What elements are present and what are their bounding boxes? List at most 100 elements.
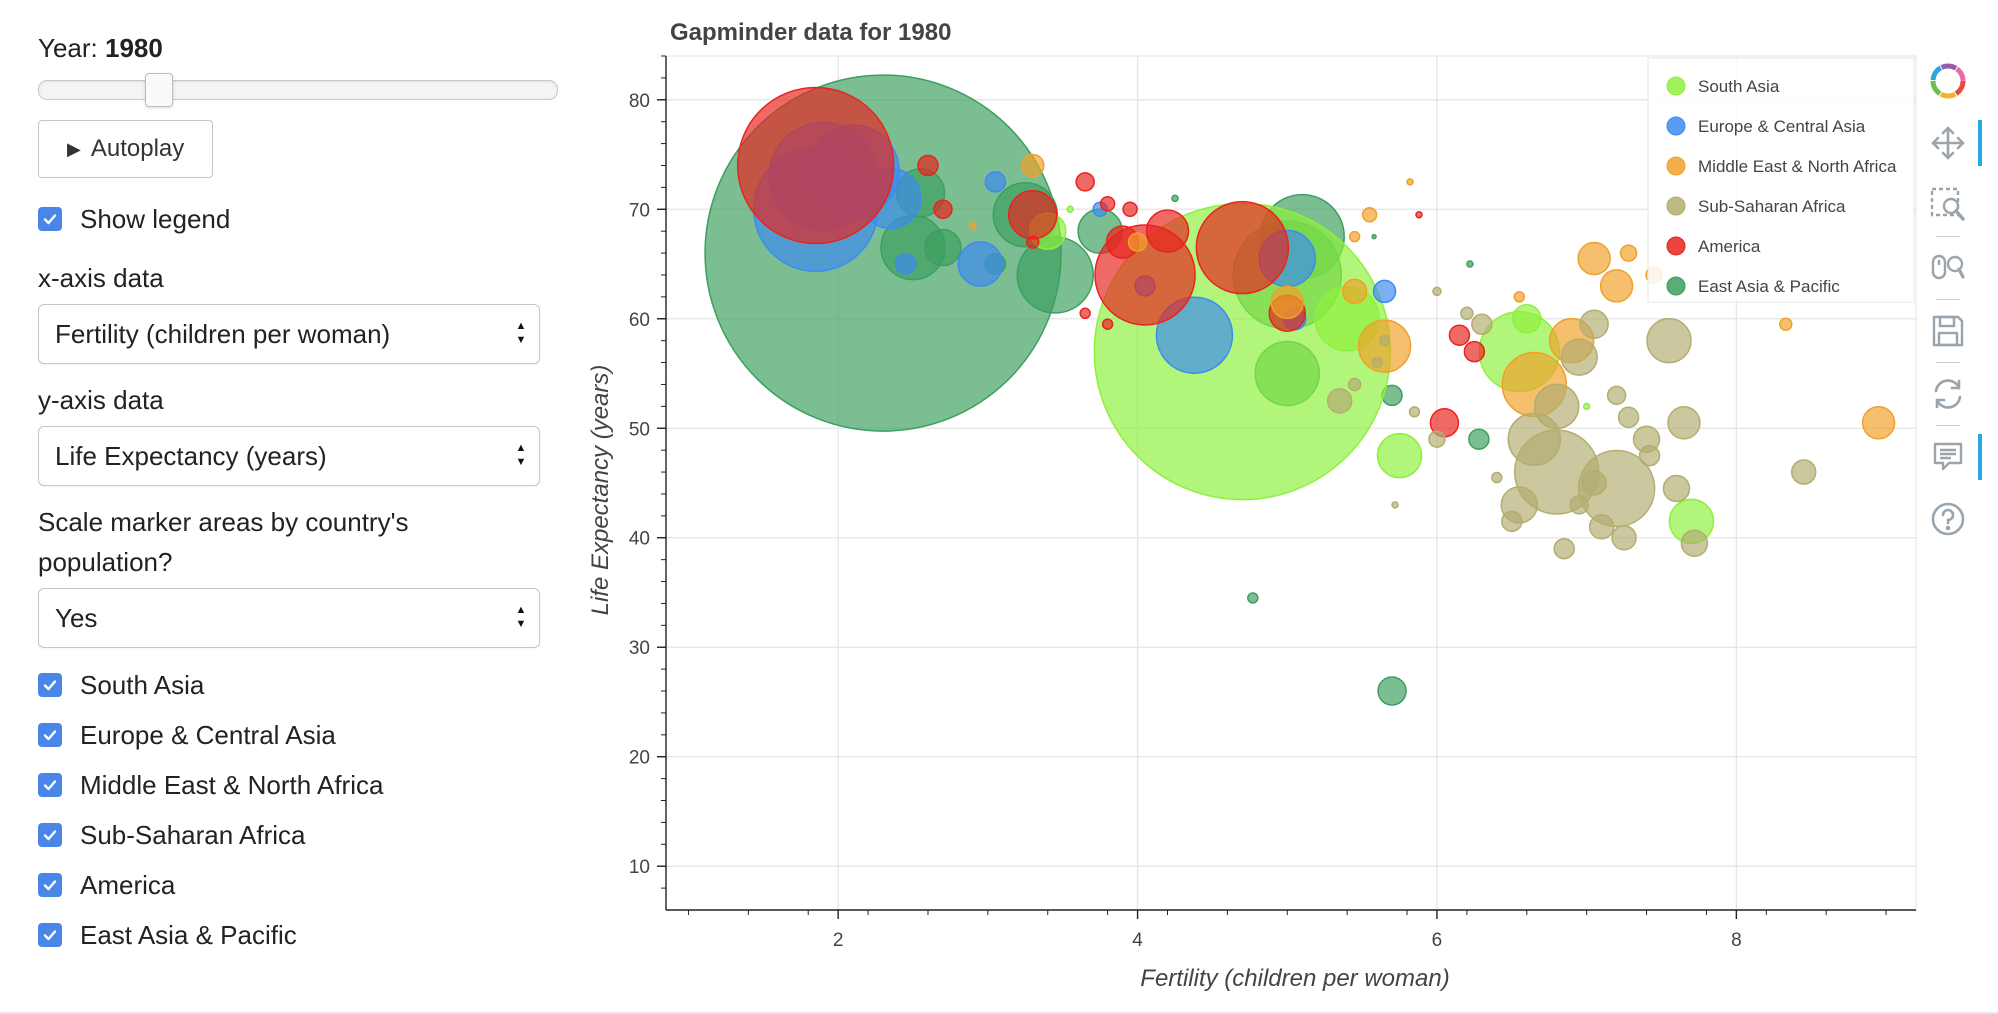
save-icon[interactable]: [1918, 300, 1978, 362]
checkbox-checked-icon[interactable]: [38, 923, 62, 947]
bokeh-logo-icon[interactable]: [1918, 50, 1978, 112]
data-point: [1599, 269, 1634, 303]
year-label: Year:: [38, 33, 98, 63]
year-slider[interactable]: [38, 73, 558, 107]
data-point: [924, 228, 962, 267]
y-tick-label: 70: [629, 200, 650, 221]
gapminder-chart[interactable]: Gapminder data for 1980 2 4 6 8 10 20 30 40 50 60…: [580, 0, 1920, 1000]
checkbox-checked-icon[interactable]: [38, 823, 62, 847]
show-legend-checkbox[interactable]: Show legend: [38, 202, 558, 236]
data-point: [1408, 406, 1421, 418]
data-point: [1391, 501, 1399, 509]
select-arrows-icon: ▲ ▼: [515, 320, 527, 346]
bottom-divider: [0, 1012, 1998, 1014]
data-point: [957, 241, 1004, 287]
data-point: [1347, 377, 1362, 392]
x-axis-select[interactable]: Fertility (children per woman) ▲ ▼: [38, 304, 540, 364]
region-checkbox[interactable]: Europe & Central Asia: [38, 718, 558, 752]
y-axis-title: Life Expectancy (years): [587, 365, 614, 616]
x-tick-label: 2: [833, 930, 844, 951]
data-point: [1448, 324, 1471, 346]
data-point: [1512, 304, 1542, 334]
autoplay-button[interactable]: ▶ Autoplay: [38, 120, 214, 178]
data-point: [1468, 428, 1490, 450]
data-point: [1617, 406, 1640, 429]
legend-label: East Asia & Pacific: [1698, 277, 1840, 296]
select-arrows-icon: ▲ ▼: [515, 442, 527, 468]
region-checkbox[interactable]: America: [38, 868, 558, 902]
region-checkbox[interactable]: East Asia & Pacific: [38, 918, 558, 952]
scale-select-value: Yes: [55, 603, 98, 633]
data-point: [1569, 495, 1589, 515]
pan-icon[interactable]: [1918, 112, 1982, 174]
data-point: [1662, 474, 1691, 503]
region-checkbox-label: East Asia & Pacific: [80, 919, 297, 950]
data-point: [1378, 334, 1391, 347]
region-checkbox[interactable]: Middle East & North Africa: [38, 768, 558, 802]
wheel-zoom-icon[interactable]: [1918, 237, 1978, 299]
checkbox-checked-icon[interactable]: [38, 207, 62, 231]
data-point: [1171, 194, 1179, 203]
data-point: [1021, 153, 1045, 178]
data-point: [1638, 444, 1661, 467]
show-legend-label: Show legend: [80, 203, 231, 234]
chart-title: Gapminder data for 1980: [670, 19, 951, 46]
checkbox-checked-icon[interactable]: [38, 773, 62, 797]
chart-toolbar: [1918, 50, 1982, 550]
data-point: [894, 253, 917, 275]
checkbox-checked-icon[interactable]: [38, 673, 62, 697]
year-row: Year: 1980: [38, 30, 558, 66]
data-point: [1582, 402, 1591, 411]
data-point: [1195, 200, 1290, 295]
reset-icon[interactable]: [1918, 363, 1978, 425]
y-axis-label: y-axis data: [38, 385, 164, 415]
data-point: [1341, 278, 1368, 305]
legend-box: [1647, 57, 1915, 303]
data-point: [1466, 260, 1474, 268]
help-icon[interactable]: [1918, 488, 1978, 550]
data-point: [1371, 356, 1383, 369]
data-point: [933, 199, 953, 220]
data-point: [1428, 430, 1446, 448]
toolbar-separator: [1936, 236, 1960, 237]
x-axis-title: Fertility (children per woman): [1140, 965, 1449, 992]
data-point: [1460, 306, 1474, 321]
data-point: [1463, 340, 1486, 363]
toolbar-separator: [1936, 299, 1960, 300]
data-point: [1779, 317, 1793, 331]
data-point: [1101, 318, 1114, 330]
y-tick-label: 80: [629, 91, 650, 112]
data-point: [1016, 236, 1094, 314]
hover-icon[interactable]: [1918, 426, 1982, 488]
data-point: [1075, 172, 1095, 192]
region-checkbox[interactable]: Sub-Saharan Africa: [38, 818, 558, 852]
scale-select[interactable]: Yes ▲ ▼: [38, 588, 540, 648]
y-tick-label: 50: [629, 419, 650, 440]
y-tick-label: 40: [629, 529, 650, 550]
data-point: [1553, 537, 1575, 560]
legend-swatch: [1666, 196, 1686, 216]
y-axis-select[interactable]: Life Expectancy (years) ▲ ▼: [38, 426, 540, 486]
box-zoom-icon[interactable]: [1918, 174, 1978, 236]
data-point: [1099, 196, 1116, 212]
checkbox-checked-icon[interactable]: [38, 723, 62, 747]
checkbox-checked-icon[interactable]: [38, 873, 62, 897]
data-point: [1790, 459, 1817, 485]
data-point: [1376, 432, 1423, 479]
data-point: [1501, 510, 1523, 533]
data-point: [1646, 317, 1692, 364]
scale-label: Scale marker areas by country's populati…: [38, 507, 409, 577]
legend-label: Middle East & North Africa: [1698, 157, 1897, 176]
region-checkbox[interactable]: South Asia: [38, 668, 558, 702]
data-point: [1581, 470, 1607, 496]
data-point: [984, 171, 1007, 193]
legend-swatch: [1666, 116, 1686, 136]
x-axis-label: x-axis data: [38, 263, 164, 293]
data-point: [1406, 178, 1414, 186]
axes: 2 4 6 8 10 20 30 40 50 60 70 80: [629, 55, 1916, 951]
data-point: [969, 221, 977, 230]
data-point: [1667, 406, 1701, 440]
data-point: [1008, 190, 1058, 240]
data-point: [1371, 233, 1377, 240]
year-slider-handle[interactable]: [145, 73, 174, 107]
